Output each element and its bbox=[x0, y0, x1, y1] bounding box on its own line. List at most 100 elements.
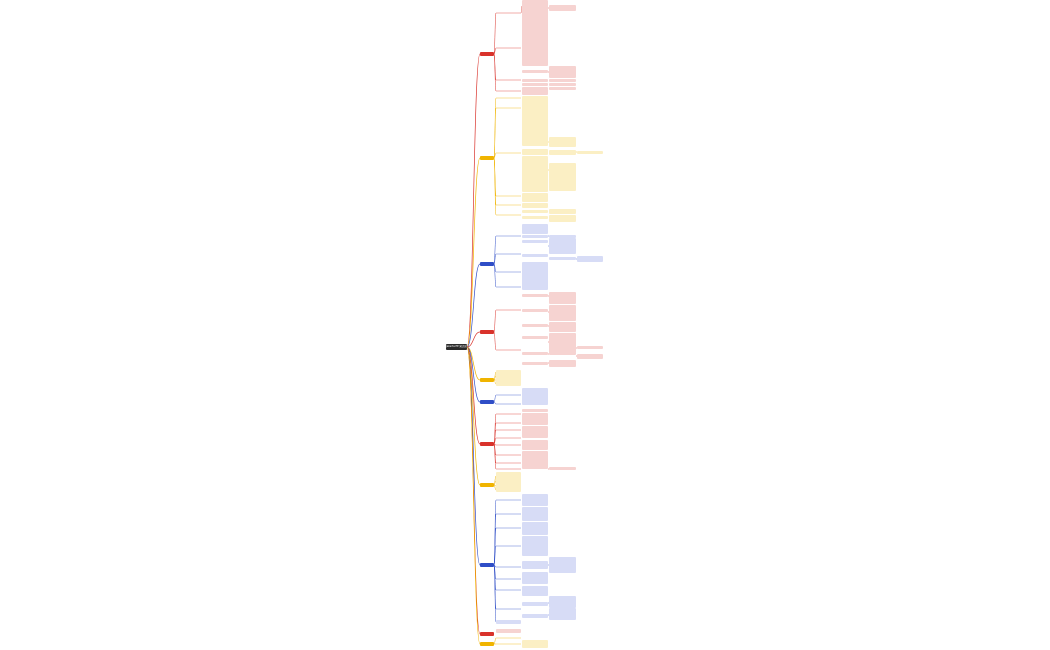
detail-box[interactable] bbox=[522, 426, 548, 438]
connector-line bbox=[466, 263, 481, 348]
branch-node[interactable] bbox=[480, 632, 494, 636]
detail-box[interactable] bbox=[522, 0, 548, 66]
detail-box[interactable] bbox=[549, 467, 576, 470]
detail-box[interactable] bbox=[522, 83, 548, 86]
detail-box[interactable] bbox=[522, 336, 548, 339]
branch-node[interactable] bbox=[480, 52, 494, 56]
detail-box[interactable] bbox=[496, 620, 521, 624]
detail-box[interactable] bbox=[549, 66, 576, 78]
connector-line bbox=[493, 309, 497, 333]
detail-box[interactable] bbox=[549, 557, 576, 573]
detail-box[interactable] bbox=[522, 309, 548, 312]
branch-node[interactable] bbox=[480, 378, 494, 382]
detail-box[interactable] bbox=[549, 292, 576, 304]
detail-box[interactable] bbox=[522, 522, 548, 535]
detail-box[interactable] bbox=[522, 494, 548, 506]
detail-box[interactable] bbox=[522, 210, 548, 213]
detail-box[interactable] bbox=[522, 87, 548, 90]
detail-box[interactable] bbox=[522, 216, 548, 219]
detail-box[interactable] bbox=[549, 238, 576, 254]
detail-box[interactable] bbox=[549, 87, 576, 90]
connector-line bbox=[493, 443, 497, 470]
detail-box[interactable] bbox=[577, 354, 603, 359]
detail-box[interactable] bbox=[522, 149, 548, 155]
detail-box[interactable] bbox=[522, 224, 548, 234]
branch-node[interactable] bbox=[480, 262, 494, 266]
detail-box[interactable] bbox=[577, 346, 603, 349]
detail-box[interactable] bbox=[522, 324, 548, 327]
detail-box[interactable] bbox=[577, 151, 603, 154]
detail-box[interactable] bbox=[549, 235, 576, 238]
detail-box[interactable] bbox=[522, 254, 548, 257]
detail-box[interactable] bbox=[549, 79, 576, 82]
detail-box[interactable] bbox=[522, 572, 548, 584]
detail-box[interactable] bbox=[577, 256, 603, 262]
connector-line bbox=[493, 564, 497, 623]
detail-box[interactable] bbox=[522, 451, 548, 469]
connector-line bbox=[493, 545, 497, 566]
detail-box[interactable] bbox=[496, 629, 521, 633]
branch-node[interactable] bbox=[480, 400, 494, 404]
branch-node[interactable] bbox=[480, 156, 494, 160]
detail-box[interactable] bbox=[522, 89, 548, 95]
branch-node[interactable] bbox=[480, 330, 494, 334]
detail-box[interactable] bbox=[549, 215, 576, 222]
connector-line bbox=[493, 401, 497, 405]
connector-line bbox=[493, 253, 497, 265]
detail-box[interactable] bbox=[549, 257, 576, 260]
detail-box[interactable] bbox=[549, 596, 576, 608]
detail-box[interactable] bbox=[522, 614, 548, 618]
detail-box[interactable] bbox=[522, 193, 548, 202]
connector-line bbox=[466, 346, 481, 645]
detail-box[interactable] bbox=[549, 322, 576, 332]
detail-box[interactable] bbox=[522, 561, 548, 569]
detail-box[interactable] bbox=[522, 70, 548, 73]
detail-box[interactable] bbox=[549, 5, 576, 11]
detail-box[interactable] bbox=[549, 360, 576, 367]
detail-box[interactable] bbox=[549, 305, 576, 321]
detail-box[interactable] bbox=[522, 602, 548, 606]
detail-box[interactable] bbox=[522, 96, 548, 146]
connector-line bbox=[493, 484, 497, 491]
detail-box[interactable] bbox=[549, 163, 576, 191]
detail-box[interactable] bbox=[522, 536, 548, 556]
detail-box[interactable] bbox=[522, 203, 548, 208]
connector-line bbox=[493, 157, 497, 216]
detail-box[interactable] bbox=[522, 240, 548, 243]
detail-box[interactable] bbox=[522, 352, 548, 355]
detail-box[interactable] bbox=[522, 507, 548, 521]
detail-box[interactable] bbox=[522, 294, 548, 297]
connector-line bbox=[493, 331, 497, 351]
branch-node[interactable] bbox=[480, 642, 494, 646]
detail-box[interactable] bbox=[522, 409, 548, 412]
detail-box[interactable] bbox=[522, 362, 548, 365]
detail-box[interactable] bbox=[522, 586, 548, 596]
detail-box[interactable] bbox=[549, 608, 576, 620]
detail-box[interactable] bbox=[522, 235, 548, 238]
detail-box[interactable] bbox=[522, 262, 548, 290]
detail-box[interactable] bbox=[549, 150, 576, 155]
branch-node[interactable] bbox=[480, 483, 494, 487]
detail-box[interactable] bbox=[496, 472, 521, 492]
connector-line bbox=[493, 53, 497, 92]
root-node[interactable]: Jakarta EE 知识总结 bbox=[446, 344, 467, 350]
detail-box[interactable] bbox=[522, 440, 548, 450]
detail-box[interactable] bbox=[496, 370, 521, 386]
branch-node[interactable] bbox=[480, 442, 494, 446]
detail-box[interactable] bbox=[522, 388, 548, 405]
connector-line bbox=[493, 637, 497, 645]
connector-line bbox=[493, 379, 497, 385]
detail-box[interactable] bbox=[522, 156, 548, 192]
branch-node[interactable] bbox=[480, 563, 494, 567]
detail-box[interactable] bbox=[549, 352, 576, 355]
detail-box[interactable] bbox=[522, 413, 548, 425]
detail-box[interactable] bbox=[549, 137, 576, 147]
detail-box[interactable] bbox=[549, 209, 576, 214]
connector-line bbox=[493, 107, 497, 159]
connector-line bbox=[466, 157, 481, 348]
detail-box[interactable] bbox=[522, 640, 548, 648]
connector-line bbox=[493, 47, 497, 55]
detail-box[interactable] bbox=[549, 83, 576, 86]
detail-box[interactable] bbox=[522, 79, 548, 82]
detail-box[interactable] bbox=[549, 333, 576, 353]
